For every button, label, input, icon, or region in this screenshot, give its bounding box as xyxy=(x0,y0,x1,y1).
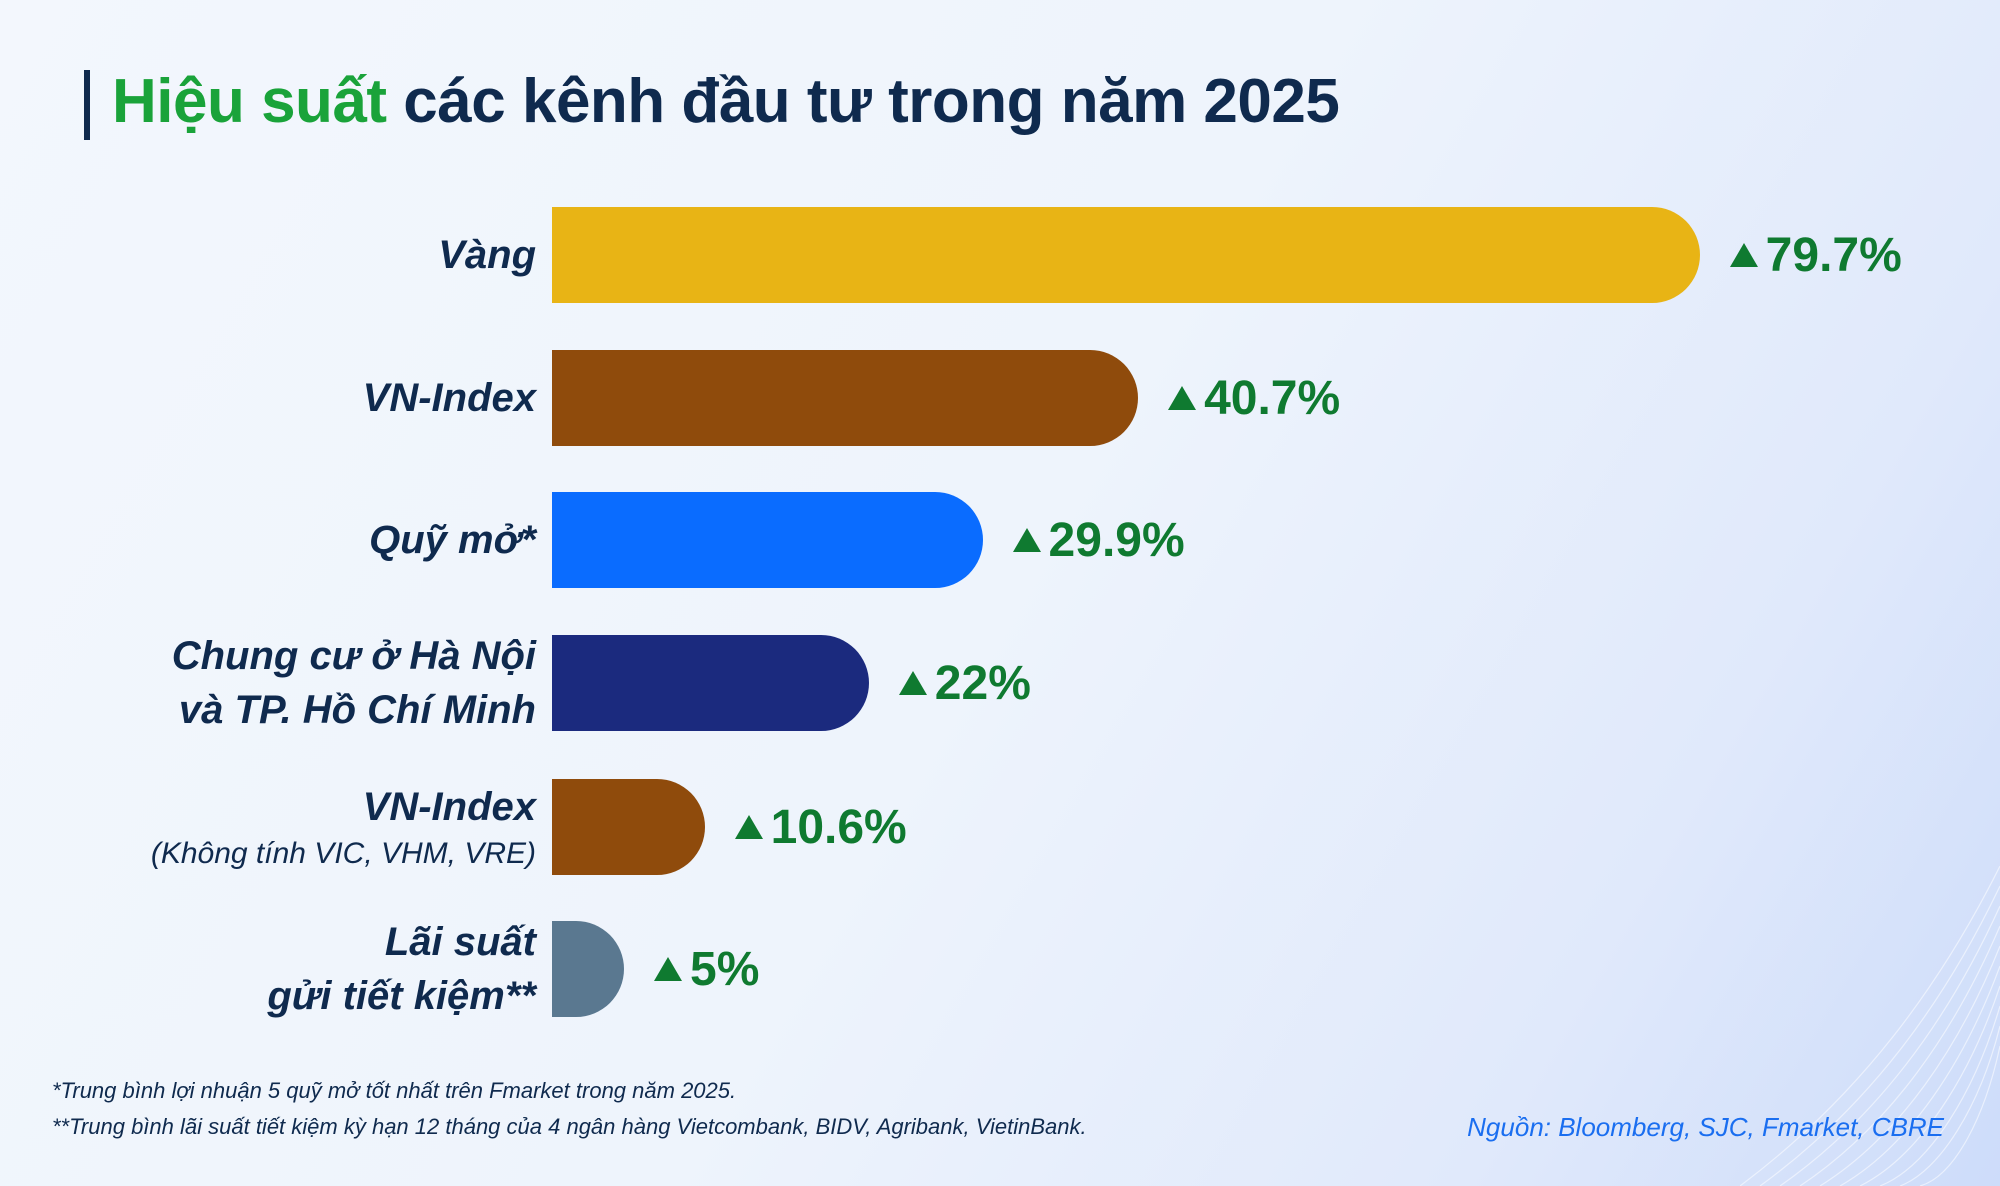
bar-row: Lãi suất gửi tiết kiệm** 5% xyxy=(0,920,2000,1018)
category-label-line: VN-Index xyxy=(362,376,536,420)
category-label: Chung cư ở Hà Nội và TP. Hồ Chí Minh xyxy=(172,634,536,732)
category-label-line: Lãi suất xyxy=(384,920,536,964)
value-label: 22% xyxy=(898,635,1031,731)
triangle-up-icon xyxy=(898,671,927,695)
bar-row: VN-Index (Không tính VIC, VHM, VRE) 10.6% xyxy=(0,779,2000,875)
bar-row: Quỹ mở* 29.9% xyxy=(0,492,2000,588)
value-text: 22% xyxy=(934,656,1031,710)
category-label: Vàng xyxy=(438,207,536,303)
category-label: Lãi suất gửi tiết kiệm** xyxy=(267,920,536,1018)
category-label-line: và TP. Hồ Chí Minh xyxy=(178,688,536,732)
category-label: Quỹ mở* xyxy=(369,492,536,588)
category-label-line: Vàng xyxy=(438,233,536,277)
triangle-up-icon xyxy=(654,957,682,981)
bar xyxy=(552,207,1700,303)
title-rest: các kênh đầu tư trong năm 2025 xyxy=(386,67,1340,136)
value-label: 29.9% xyxy=(1012,492,1185,588)
bar-row: Chung cư ở Hà Nội và TP. Hồ Chí Minh 22% xyxy=(0,634,2000,732)
category-sublabel: (Không tính VIC, VHM, VRE) xyxy=(150,837,536,870)
value-text: 29.9% xyxy=(1048,513,1185,567)
footnote-2: **Trung bình lãi suất tiết kiệm kỳ hạn 1… xyxy=(52,1114,1087,1139)
triangle-up-icon xyxy=(1168,386,1197,410)
title-highlight: Hiệu suất xyxy=(112,67,387,136)
category-label-line: Chung cư ở Hà Nội xyxy=(171,634,536,678)
value-text: 79.7% xyxy=(1765,228,1902,282)
category-label: VN-Index xyxy=(363,350,536,446)
triangle-up-icon xyxy=(1012,528,1041,552)
category-label-line: Quỹ mở* xyxy=(369,518,536,562)
bar xyxy=(552,779,705,875)
title-accent-bar xyxy=(84,70,90,140)
value-text: 10.6% xyxy=(770,800,907,854)
bar xyxy=(552,350,1139,446)
category-label: VN-Index (Không tính VIC, VHM, VRE) xyxy=(151,779,536,875)
value-label: 5% xyxy=(654,921,759,1017)
footnote-1: *Trung bình lợi nhuận 5 quỹ mở tốt nhất … xyxy=(52,1078,737,1103)
category-label-line: VN-Index xyxy=(362,785,536,829)
value-text: 5% xyxy=(690,942,760,996)
bar xyxy=(552,635,869,731)
triangle-up-icon xyxy=(1729,243,1758,267)
chart-title: Hiệu suất các kênh đầu tư trong năm 2025 xyxy=(112,66,1340,137)
category-label-line: gửi tiết kiệm** xyxy=(267,974,536,1018)
source-note: Nguồn: Bloomberg, SJC, Fmarket, CBRE xyxy=(1467,1112,1944,1142)
bar-row: VN-Index 40.7% xyxy=(0,350,2000,446)
triangle-up-icon xyxy=(734,815,763,839)
value-label: 10.6% xyxy=(734,779,907,875)
bar-row: Vàng 79.7% xyxy=(0,207,2000,303)
bar xyxy=(552,921,624,1017)
bar xyxy=(552,492,983,588)
value-label: 40.7% xyxy=(1168,350,1340,446)
value-label: 79.7% xyxy=(1729,207,1902,303)
decorative-lines xyxy=(1740,866,2000,1186)
value-text: 40.7% xyxy=(1204,371,1341,425)
